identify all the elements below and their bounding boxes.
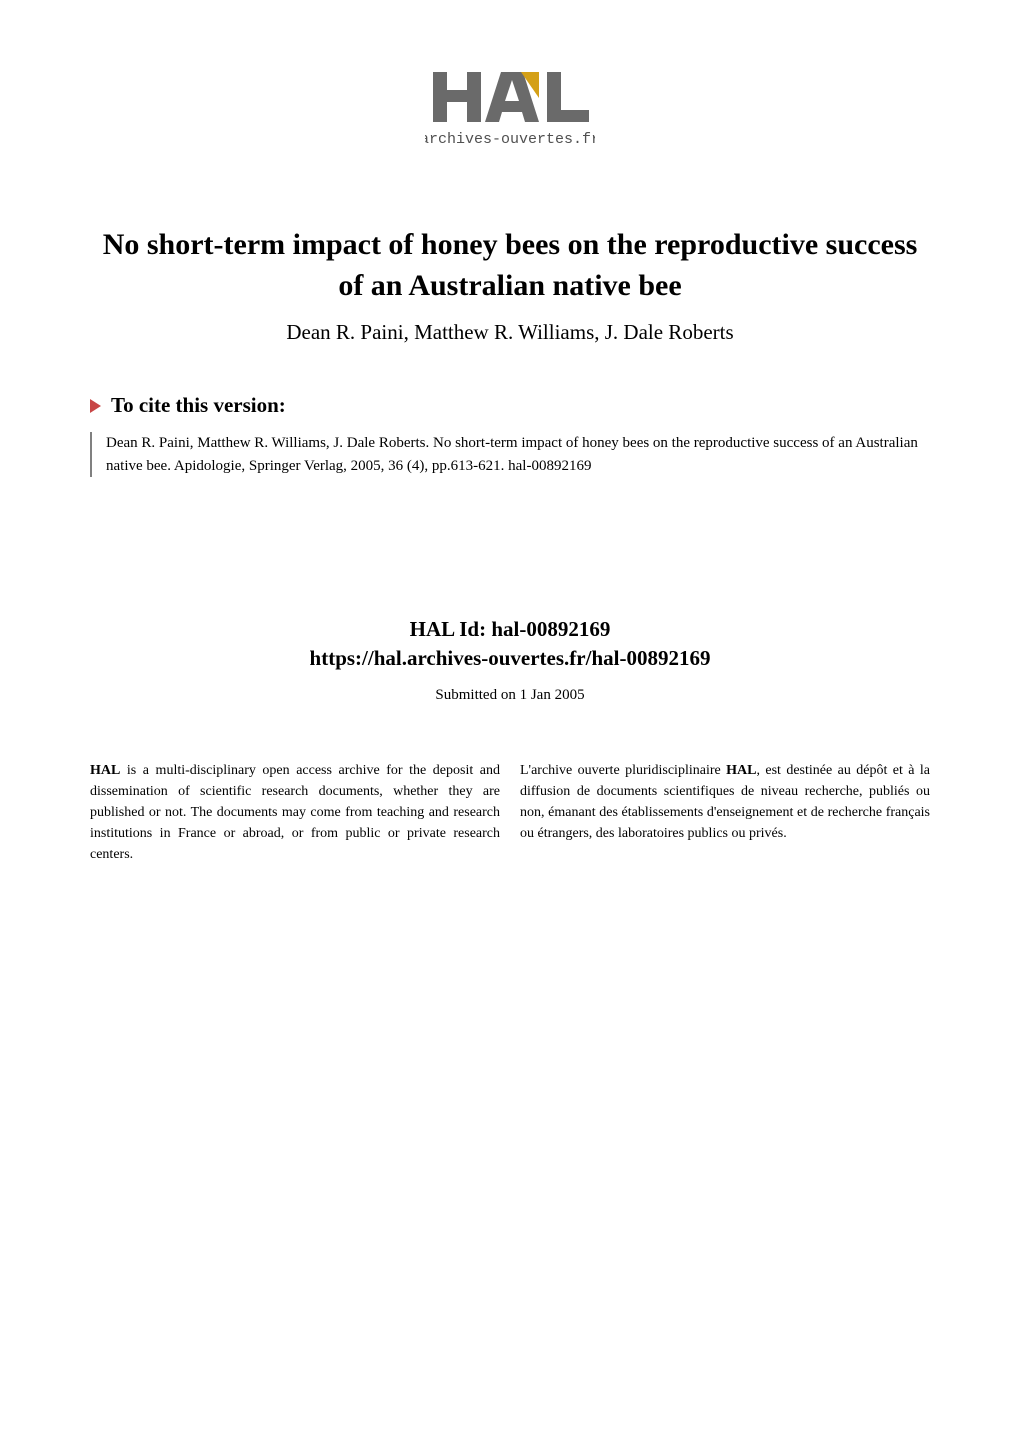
title-section: No short-term impact of honey bees on th… xyxy=(90,225,930,306)
hal-logo-section: archives-ouvertes.fr xyxy=(90,60,930,165)
cite-section: To cite this version: Dean R. Paini, Mat… xyxy=(90,393,930,477)
svg-text:archives-ouvertes.fr: archives-ouvertes.fr xyxy=(425,131,595,148)
hal-logo-svg: archives-ouvertes.fr xyxy=(425,60,595,160)
cite-header: To cite this version: xyxy=(90,393,930,418)
hal-bold-left: HAL xyxy=(90,763,120,778)
description-right-column: L'archive ouverte pluridisciplinaire HAL… xyxy=(520,760,930,865)
paper-title: No short-term impact of honey bees on th… xyxy=(90,225,930,306)
description-left-column: HAL is a multi-disciplinary open access … xyxy=(90,760,500,865)
paper-authors: Dean R. Paini, Matthew R. Williams, J. D… xyxy=(90,320,930,345)
submitted-date: Submitted on 1 Jan 2005 xyxy=(90,687,930,704)
description-left-text: is a multi-disciplinary open access arch… xyxy=(90,763,500,862)
cite-body: Dean R. Paini, Matthew R. Williams, J. D… xyxy=(90,432,930,477)
hal-id-section: HAL Id: hal-00892169 https://hal.archive… xyxy=(90,617,930,671)
arrow-right-icon xyxy=(90,399,101,413)
description-right-prefix: L'archive ouverte pluridisciplinaire xyxy=(520,763,726,778)
hal-id-label: HAL Id: hal-00892169 xyxy=(90,617,930,642)
cite-label: To cite this version: xyxy=(111,393,286,418)
description-section: HAL is a multi-disciplinary open access … xyxy=(90,760,930,865)
hal-logo: archives-ouvertes.fr xyxy=(425,60,595,165)
hal-url: https://hal.archives-ouvertes.fr/hal-008… xyxy=(90,646,930,671)
hal-bold-right: HAL xyxy=(726,763,756,778)
